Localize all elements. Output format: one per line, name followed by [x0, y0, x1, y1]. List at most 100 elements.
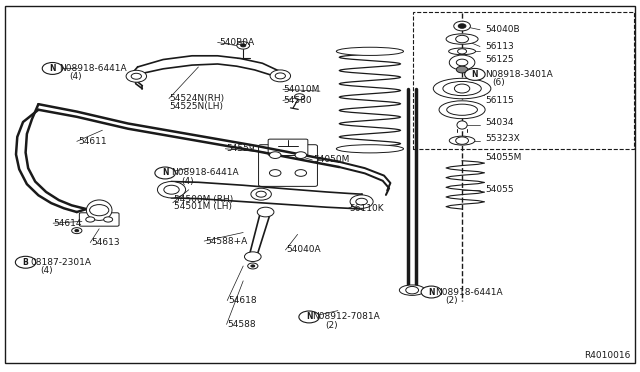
Circle shape [237, 42, 250, 49]
Circle shape [251, 265, 255, 267]
Text: N: N [162, 169, 168, 177]
Circle shape [104, 217, 113, 222]
FancyBboxPatch shape [268, 139, 308, 155]
FancyBboxPatch shape [79, 213, 119, 226]
Text: N08912-7081A: N08912-7081A [312, 312, 380, 321]
Circle shape [270, 70, 291, 82]
Text: 54501M (LH): 54501M (LH) [174, 202, 232, 211]
Circle shape [257, 207, 274, 217]
Circle shape [269, 152, 281, 158]
Ellipse shape [447, 104, 477, 115]
Text: 56110K: 56110K [349, 204, 383, 213]
Ellipse shape [337, 145, 404, 153]
Text: (2): (2) [445, 296, 458, 305]
Circle shape [295, 170, 307, 176]
Circle shape [131, 73, 141, 79]
Circle shape [456, 35, 468, 43]
Text: 56113: 56113 [485, 42, 514, 51]
Circle shape [449, 55, 475, 70]
Text: 54614: 54614 [54, 219, 83, 228]
Text: 54611: 54611 [78, 137, 107, 146]
Text: 54010M: 54010M [284, 85, 320, 94]
Text: 54588: 54588 [227, 320, 256, 329]
Text: (4): (4) [181, 177, 194, 186]
Text: (2): (2) [325, 321, 338, 330]
Circle shape [15, 256, 36, 268]
Circle shape [164, 185, 179, 194]
Text: 54034: 54034 [485, 118, 514, 126]
Text: 56125: 56125 [485, 55, 514, 64]
Circle shape [256, 191, 266, 197]
Text: 54613: 54613 [91, 238, 120, 247]
Circle shape [248, 263, 258, 269]
Text: N08918-6441A: N08918-6441A [59, 64, 127, 73]
Text: (4): (4) [69, 72, 82, 81]
Text: 54055M: 54055M [485, 153, 522, 162]
Circle shape [90, 205, 109, 216]
Circle shape [458, 24, 466, 28]
Text: R4010016: R4010016 [584, 351, 630, 360]
Circle shape [421, 286, 442, 298]
Circle shape [456, 137, 468, 144]
Ellipse shape [457, 121, 467, 129]
Circle shape [86, 217, 95, 222]
Ellipse shape [433, 78, 491, 99]
Text: N: N [49, 64, 56, 73]
Ellipse shape [337, 47, 404, 55]
Text: 54050M: 54050M [314, 155, 350, 164]
Text: N: N [472, 70, 478, 79]
Text: 54040B: 54040B [485, 25, 520, 34]
Circle shape [72, 228, 82, 234]
Ellipse shape [446, 34, 478, 44]
Ellipse shape [399, 285, 425, 295]
Circle shape [269, 170, 281, 176]
Text: 54588+A: 54588+A [205, 237, 247, 246]
Circle shape [241, 44, 246, 47]
Ellipse shape [449, 48, 476, 55]
Circle shape [275, 73, 285, 79]
Text: 08187-2301A: 08187-2301A [31, 258, 92, 267]
Circle shape [465, 68, 485, 80]
Circle shape [126, 70, 147, 82]
Circle shape [454, 84, 470, 93]
Text: N08918-6441A: N08918-6441A [172, 169, 239, 177]
Circle shape [350, 195, 373, 208]
Text: (6): (6) [492, 78, 505, 87]
Text: (4): (4) [40, 266, 53, 275]
Text: 54055: 54055 [485, 185, 514, 194]
Circle shape [295, 152, 307, 158]
Ellipse shape [86, 200, 112, 220]
Text: N: N [428, 288, 435, 296]
Text: 56115: 56115 [485, 96, 514, 105]
Text: N08918-6441A: N08918-6441A [435, 288, 503, 296]
Circle shape [294, 94, 305, 100]
Text: 54580: 54580 [284, 96, 312, 105]
Text: 54618: 54618 [228, 296, 257, 305]
Circle shape [42, 62, 63, 74]
Text: 54525N(LH): 54525N(LH) [170, 102, 223, 110]
FancyBboxPatch shape [259, 145, 317, 186]
Circle shape [155, 167, 175, 179]
Text: 54040A: 54040A [286, 246, 321, 254]
Ellipse shape [439, 101, 485, 119]
Circle shape [299, 311, 319, 323]
Circle shape [456, 66, 468, 73]
Circle shape [251, 188, 271, 200]
Ellipse shape [443, 81, 481, 96]
Text: B: B [23, 258, 28, 267]
Circle shape [458, 49, 467, 54]
Circle shape [454, 21, 470, 31]
Circle shape [406, 286, 419, 294]
Text: 55323X: 55323X [485, 134, 520, 143]
Text: 54500M (RH): 54500M (RH) [174, 195, 234, 203]
Circle shape [456, 59, 468, 66]
Circle shape [157, 182, 186, 198]
Circle shape [356, 198, 367, 205]
Text: 540B0A: 540B0A [219, 38, 254, 47]
Text: 54559: 54559 [226, 144, 255, 153]
Text: N08918-3401A: N08918-3401A [485, 70, 553, 79]
Ellipse shape [449, 136, 475, 145]
Text: 54524N(RH): 54524N(RH) [170, 94, 225, 103]
Circle shape [75, 230, 79, 232]
Text: N: N [306, 312, 312, 321]
